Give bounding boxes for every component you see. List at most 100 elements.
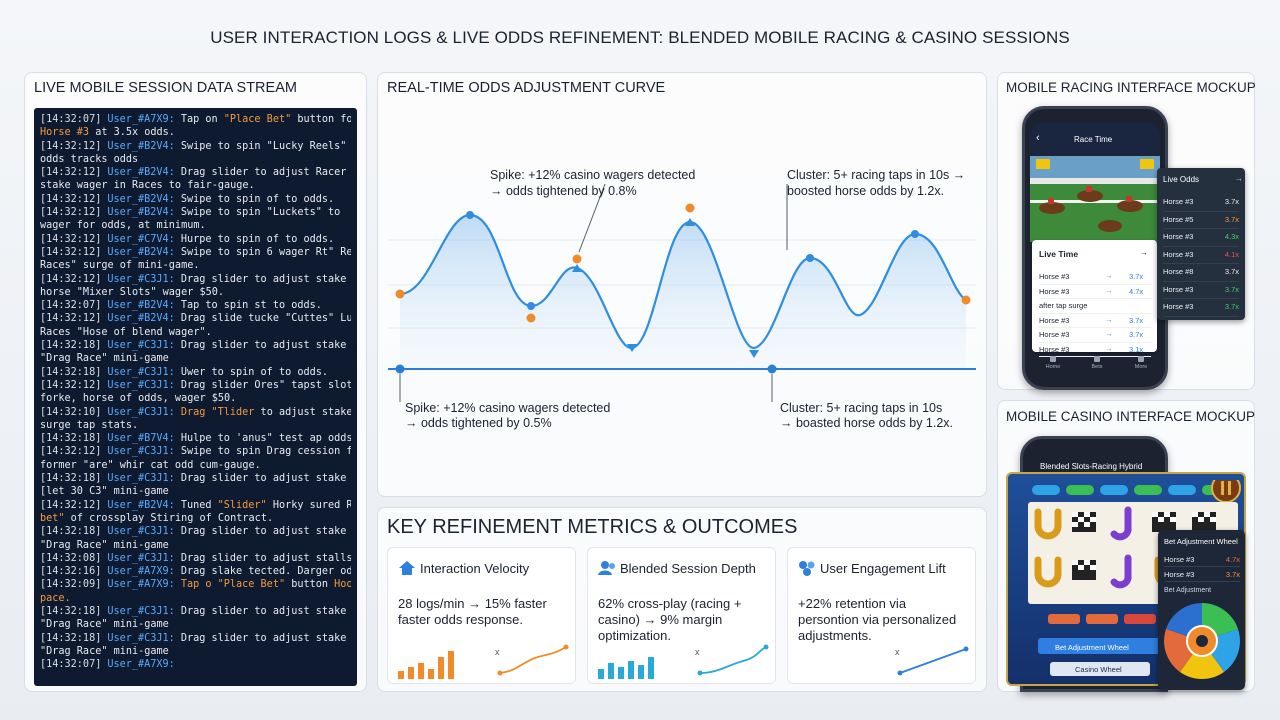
log-user: User_#B2V4: <box>107 140 175 152</box>
log-text: Tap to spin st to odds. <box>180 300 322 312</box>
odds-popup-rows: Horse #3 3.7x Horse #5 3.7x Horse #3 4.3x Hors… <box>1163 194 1239 317</box>
log-line: [14:32:18] User_#C3J1: Drag slider to adju… <box>40 525 351 538</box>
log-time: [14:32:10] <box>40 406 102 418</box>
annotation-text: Spike: +12% casino wagers detected <box>490 168 695 182</box>
odds-row: Horse #3 3.7x <box>1163 299 1239 317</box>
card-icon <box>799 561 815 576</box>
live-panel: Live Time → Horse #3 → 3.7x Horse #3 → 4.7x af… <box>1032 240 1157 357</box>
wheel-popup-title: Bet Adjustment Wheel <box>1164 537 1238 546</box>
marker <box>685 218 695 226</box>
marker <box>395 364 405 374</box>
racing-title: MOBILE RACING INTERFACE MOCKUP <box>1006 80 1256 95</box>
phone-nav: Home Bets More <box>1032 356 1157 378</box>
log-time: [14:32:12] <box>40 207 102 219</box>
log-time: [14:32:09] <box>40 579 102 591</box>
log-line: "Drag Race" mini-game <box>40 618 351 631</box>
marker <box>627 344 637 352</box>
nav-item[interactable]: Bets <box>1082 356 1112 370</box>
odds-popup-title: Live Odds <box>1163 175 1200 184</box>
race-scene <box>1030 156 1160 242</box>
log-user: User_#C3J1: <box>107 632 175 644</box>
adjustment-wheel <box>1164 603 1240 680</box>
log-user: User_#C3J1: <box>107 406 175 418</box>
back-icon: ‹ <box>1036 132 1040 144</box>
log-line: [14:32:08] User_#C3J1: Drag slider to adju… <box>40 552 351 565</box>
log-user: User_#B2V4: <box>107 193 175 205</box>
log-text: Hurpe to spin of to odds. <box>180 233 335 245</box>
marker <box>767 364 777 374</box>
log-user: User_#B2V4: <box>107 313 175 325</box>
log-time: [14:32:08] <box>40 552 102 564</box>
log-text: Races" surge of mini-game. <box>40 260 200 272</box>
card-text: 62% cross-play (racing + casino) → 9% ma… <box>598 596 742 643</box>
curve-area <box>400 215 966 369</box>
row-label: Horse #3 <box>1039 330 1070 339</box>
log-line: "Drag Race" mini-game <box>40 352 351 365</box>
casino-title: MOBILE CASINO INTERFACE MOCKUP <box>1006 409 1256 424</box>
log-time: [14:32:12] <box>40 499 102 511</box>
odds-label: Horse #5 <box>1163 214 1194 224</box>
marker <box>961 295 971 305</box>
odds-label: Horse #3 <box>1163 284 1194 294</box>
log-user: User_#A7X9: <box>107 566 175 578</box>
card-text: 28 logs/min → 15% faster faster odds res… <box>398 596 547 627</box>
annotation-text: Cluster: 5+ racing taps in 10s <box>780 401 942 415</box>
nav-icon <box>1138 356 1144 362</box>
nav-label: Home <box>1045 364 1061 370</box>
row-odds: 3.7x <box>1129 272 1144 281</box>
log-line: [14:32:18] User_#C3J1: Uwer to spin of to … <box>40 366 351 379</box>
log-line: forke, horse of odds, wager $50. <box>40 392 351 405</box>
annotation-text: → odds tightened by 0.5% <box>405 416 552 430</box>
log-text: "Drag Race" mini-game <box>40 619 169 631</box>
marker <box>685 203 695 213</box>
log-text: Swipe to spin 6 wager Rt" Reels" <box>180 246 351 258</box>
log-time: [14:32:12] <box>40 193 102 205</box>
log-line: [14:32:18] User_#C3J1: Drag slider to adju… <box>40 339 351 352</box>
odds-curve: Spike: +12% casino wagers detected → odd… <box>388 168 976 430</box>
log-time: [14:32:18] <box>40 473 102 485</box>
live-panel-arrow: → <box>1140 248 1148 257</box>
log-text: Swipe to spin "Lucky Reels" slot, <box>180 140 351 152</box>
log-line: "Drag Race" mini-game <box>40 645 351 658</box>
footer-button[interactable]: Casino Wheel <box>1075 665 1122 674</box>
odds-label: Horse #3 <box>1163 197 1194 206</box>
marker <box>395 289 405 299</box>
log-time: [14:32:12] <box>40 313 102 325</box>
nav-item[interactable]: Home <box>1038 356 1068 370</box>
log-line: surge tap stats. <box>40 419 351 432</box>
log-line: [14:32:18] User_#C3J1: Drag slider to adju… <box>40 605 351 618</box>
row-label: after tap surge <box>1039 301 1088 310</box>
log-line: [14:32:12] User_#B2V4: Drag slider to adju… <box>40 166 351 179</box>
row-label: Horse #3 <box>1039 315 1070 325</box>
row-label: Horse #3 <box>1039 272 1070 281</box>
log-user: User_#B2V4: <box>107 167 175 179</box>
log-text: Drag slider to adjust stake in <box>180 340 351 352</box>
log-user: User_#C7V4: <box>107 233 175 245</box>
log-line: horse "Mixer Slots" wager $50. <box>40 286 351 299</box>
curve-title: REAL-TIME ODDS ADJUSTMENT CURVE <box>387 80 666 96</box>
log-line: Horse #3 at 3.5x odds. <box>40 126 351 139</box>
log-time: [14:32:12] <box>40 446 102 458</box>
log-text: former "are" whir cat odd cum-gauge. <box>40 459 261 471</box>
nav-icon <box>1094 356 1100 362</box>
log-time: [14:32:12] <box>40 140 102 152</box>
log-line: [14:32:12] User_#C3J1: Drag slider Ores" t… <box>40 379 351 392</box>
log-highlight: pace. <box>40 592 71 604</box>
live-panel-title: Live Time <box>1039 249 1079 259</box>
log-user: User_#C3J1: <box>107 526 175 538</box>
log-time: [14:32:12] <box>40 167 102 179</box>
annotation-text: → odds tightened by 0.8% <box>490 184 637 198</box>
mini-chart: x <box>895 646 969 676</box>
odds-label: Horse #3 <box>1163 249 1194 259</box>
log-text: forke, horse of odds, wager $50. <box>40 393 237 405</box>
odds-label: Horse #3 <box>1163 302 1194 311</box>
log-text: of crossplay Stiring of Contract. <box>64 512 274 524</box>
row-arrow: → <box>1105 271 1113 280</box>
log-text: Horky sured Reels <box>272 499 351 511</box>
log-line: [14:32:12] User_#B2V4: Tuned "Slider" Hork… <box>40 499 351 512</box>
wheel-button[interactable]: Bet Adjustment Wheel <box>1055 643 1129 652</box>
odds-label: Horse #8 <box>1163 267 1194 276</box>
log-line: [14:32:16] User_#A7X9: Drag slake tected. … <box>40 565 351 578</box>
nav-item[interactable]: More <box>1126 356 1156 370</box>
